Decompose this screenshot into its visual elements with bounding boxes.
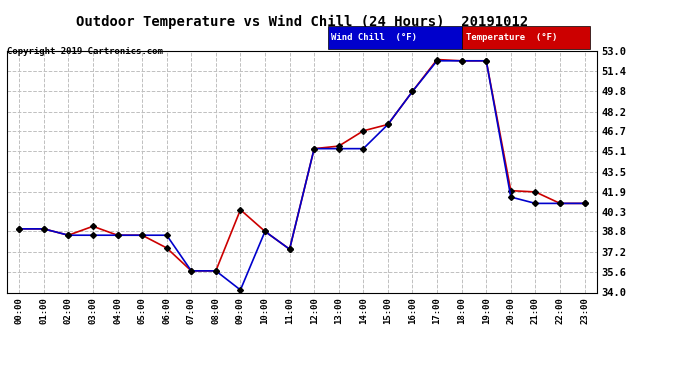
Title: Outdoor Temperature vs Wind Chill (24 Hours)  20191012: Outdoor Temperature vs Wind Chill (24 Ho… [76, 15, 528, 28]
Text: Temperature  (°F): Temperature (°F) [466, 33, 557, 42]
Text: Wind Chill  (°F): Wind Chill (°F) [331, 33, 417, 42]
Text: Copyright 2019 Cartronics.com: Copyright 2019 Cartronics.com [7, 47, 163, 56]
